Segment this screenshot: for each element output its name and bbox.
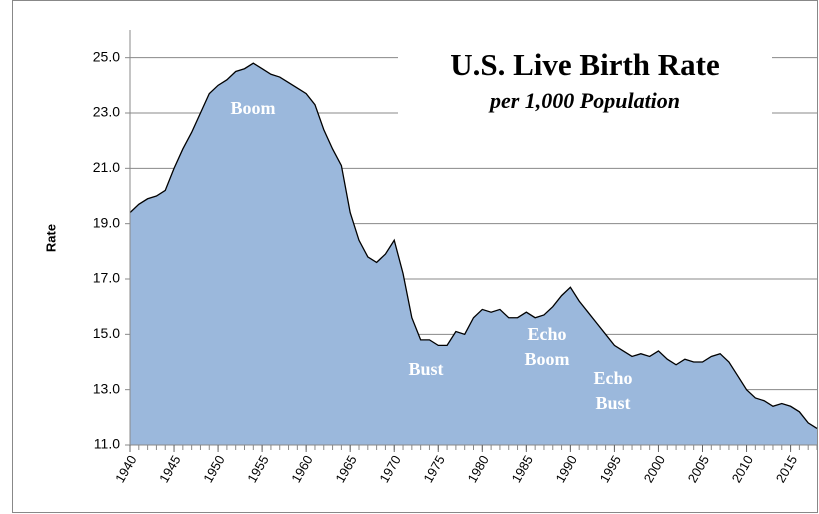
- annotation: Echo: [527, 324, 566, 344]
- y-tick-label: 15.0: [93, 325, 120, 341]
- y-tick-label: 19.0: [93, 214, 120, 230]
- annotation: Bust: [595, 393, 630, 413]
- y-tick-label: 17.0: [93, 270, 120, 286]
- y-tick-label: 25.0: [93, 48, 120, 64]
- annotations: Boom Bust Echo Boom Echo Bust: [231, 98, 633, 413]
- plot: [129, 62, 818, 445]
- y-axis-label: Rate: [43, 224, 58, 252]
- annotation: Boom: [231, 98, 276, 118]
- annotation: Boom: [525, 349, 570, 369]
- line: [129, 62, 818, 429]
- chart-title: U.S. Live Birth Rate: [450, 47, 720, 82]
- chart-subtitle: per 1,000 Population: [488, 88, 680, 113]
- annotation: Echo: [593, 368, 632, 388]
- y-tick-label: 13.0: [93, 380, 120, 396]
- area: [130, 63, 817, 445]
- annotation: Bust: [408, 359, 443, 379]
- y-tick-label: 11.0: [94, 436, 120, 452]
- y-tick-label: 23.0: [93, 104, 120, 120]
- y-tick-label: 21.0: [93, 159, 120, 175]
- title-box: [398, 40, 772, 126]
